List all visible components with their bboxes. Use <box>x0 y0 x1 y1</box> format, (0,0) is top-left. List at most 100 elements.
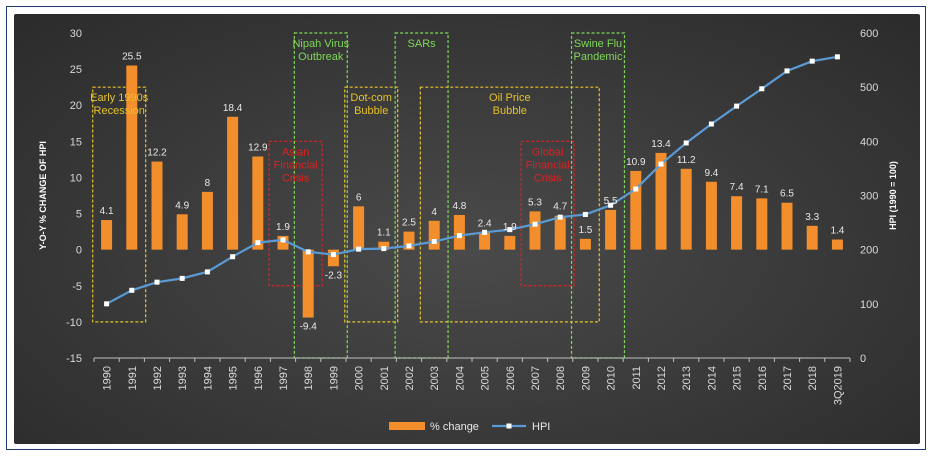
left-axis-tick: 5 <box>76 209 82 221</box>
annotation-label: Oil Price <box>489 92 531 104</box>
right-axis-tick: 600 <box>860 28 878 40</box>
bar-value-label: 12.9 <box>248 143 268 154</box>
right-axis: 600 500 400 300 200 100 0 <box>860 28 878 365</box>
x-axis-tick-label: 1999 <box>328 366 340 390</box>
bar <box>151 161 163 250</box>
x-axis-tick-label: 2017 <box>782 366 794 390</box>
annotation-label: Swine Flu <box>574 38 622 50</box>
left-axis-tick: -15 <box>66 353 82 365</box>
bar-value-label: 6.5 <box>780 189 794 200</box>
bar-value-label: 5.5 <box>604 196 618 207</box>
x-axis-tick-label: 2004 <box>454 366 466 390</box>
hpi-point <box>759 86 765 92</box>
bar <box>554 215 566 250</box>
hpi-point <box>230 254 236 260</box>
hpi-point <box>431 239 437 245</box>
right-axis-tick: 500 <box>860 82 878 94</box>
bar <box>126 65 138 250</box>
x-axis-tick-label: 2002 <box>404 366 416 390</box>
bar <box>655 152 667 250</box>
bar <box>529 211 541 250</box>
x-axis-tick-label: 2005 <box>480 366 492 390</box>
x-axis-tick-label: 2003 <box>429 366 441 390</box>
annotation-box <box>520 140 575 287</box>
bar <box>504 235 516 250</box>
x-axis-tick-label: 1997 <box>278 366 290 390</box>
annotation-box <box>92 86 147 323</box>
bar <box>605 209 617 250</box>
bar-value-label: -2.3 <box>325 270 343 281</box>
bar-value-label: 6 <box>356 192 362 203</box>
annotation-box <box>394 32 449 359</box>
hpi-point <box>154 279 160 285</box>
x-axis-tick-label: 1998 <box>303 366 315 390</box>
left-axis-tick: 15 <box>70 136 82 148</box>
bar <box>479 232 491 250</box>
bar <box>176 214 188 250</box>
bar-value-label: 4.9 <box>175 200 189 211</box>
legend-line-marker <box>506 423 512 429</box>
left-axis-tick: 20 <box>70 100 82 112</box>
bar <box>428 220 440 250</box>
annotation-label: Outbreak <box>298 51 344 63</box>
hpi-point <box>834 54 840 60</box>
x-axis-tick-label: 2011 <box>631 366 643 390</box>
bar-value-label: 18.4 <box>223 103 243 114</box>
annotation-label: Pandemic <box>574 51 623 63</box>
left-axis-title: Y-O-Y % CHANGE OF HPI <box>38 141 48 250</box>
annotation-labels: Early 1990sRecessionAsianFinancialCrisis… <box>90 38 623 184</box>
x-axis-tick-label: 2006 <box>505 366 517 390</box>
bar-value-label: 1.4 <box>830 226 844 237</box>
hpi-point <box>104 301 110 307</box>
bar-value-label: 4.8 <box>452 201 466 212</box>
annotation-label: Recession <box>94 105 145 117</box>
left-axis-tick: 30 <box>70 28 82 40</box>
annotation-box <box>344 86 399 323</box>
hpi-point <box>482 229 488 235</box>
right-axis-title: HPI (1990 = 100) <box>888 161 898 230</box>
annotation-label: Nipah Virus <box>292 38 349 50</box>
left-axis-tick: 0 <box>76 245 82 257</box>
annotation-box <box>268 140 323 287</box>
x-axis-tick-label: 1990 <box>102 366 114 390</box>
annotation-label: Asian <box>282 146 310 158</box>
x-axis-tick-label: 1993 <box>177 366 189 390</box>
bar <box>302 249 314 318</box>
hpi-point <box>557 214 563 220</box>
legend-line-label: HPI <box>532 421 550 433</box>
x-axis-tick-label: 2007 <box>530 366 542 390</box>
hpi-point <box>507 227 513 233</box>
legend-bar-label: % change <box>430 421 479 433</box>
bar-value-label: 1.5 <box>578 225 592 236</box>
bar-value-label: 7.1 <box>755 184 769 195</box>
x-axis-tick-label: 1995 <box>228 366 240 390</box>
left-axis-tick: 10 <box>70 172 82 184</box>
hpi-point <box>809 58 815 64</box>
hpi-point <box>280 237 286 243</box>
bar <box>353 206 365 250</box>
annotation-label: Bubble <box>354 105 388 117</box>
hpi-point <box>305 249 311 255</box>
bar-value-label: 1.1 <box>377 228 391 239</box>
x-axis-tick-label: 1996 <box>253 366 265 390</box>
left-axis-tick: 25 <box>70 64 82 76</box>
annotation-label: Financial <box>526 159 570 171</box>
x-axis-tick-label: 2015 <box>732 366 744 390</box>
x-axis-tick-label: 2009 <box>580 366 592 390</box>
hpi-point <box>608 202 614 208</box>
bar <box>201 191 213 250</box>
bar <box>227 116 239 250</box>
bar-value-label: 11.2 <box>677 155 696 166</box>
x-axis-tick-label: 1994 <box>202 366 214 390</box>
hpi-point <box>683 140 689 146</box>
hpi-point <box>582 211 588 217</box>
left-axis: 30 25 20 15 10 5 0 -5 -10 -15 <box>66 28 82 365</box>
bar-value-label: 5.3 <box>528 197 542 208</box>
bar-value-label: -9.4 <box>300 322 318 333</box>
bar-value-label: 4 <box>431 207 437 218</box>
legend: % change HPI <box>389 421 550 433</box>
x-axis-tick-label: 1992 <box>152 366 164 390</box>
bar-value-label: 4.1 <box>100 206 114 217</box>
hpi-line-series <box>104 54 840 307</box>
annotation-label: Dot-com <box>350 92 392 104</box>
